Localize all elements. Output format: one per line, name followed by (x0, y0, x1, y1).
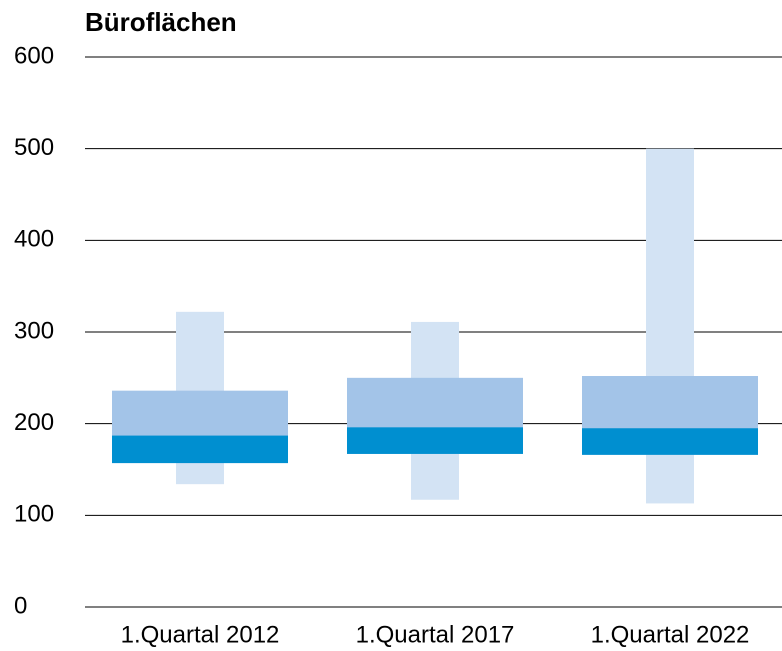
y-tick-label: 100 (14, 501, 54, 528)
y-tick-label: 200 (14, 409, 54, 436)
y-tick-label: 400 (14, 226, 54, 253)
median-band (112, 435, 288, 464)
chart-title: Büroflächen (85, 7, 237, 37)
x-tick-label: 1.Quartal 2012 (121, 621, 280, 648)
median-band (347, 427, 523, 454)
y-tick-label: 300 (14, 317, 54, 344)
y-tick-label: 600 (14, 42, 54, 69)
y-tick-label: 0 (14, 592, 27, 619)
y-tick-label: 500 (14, 134, 54, 161)
x-tick-label: 1.Quartal 2017 (356, 621, 515, 648)
median-band (582, 428, 758, 455)
x-tick-label: 1.Quartal 2022 (591, 621, 750, 648)
